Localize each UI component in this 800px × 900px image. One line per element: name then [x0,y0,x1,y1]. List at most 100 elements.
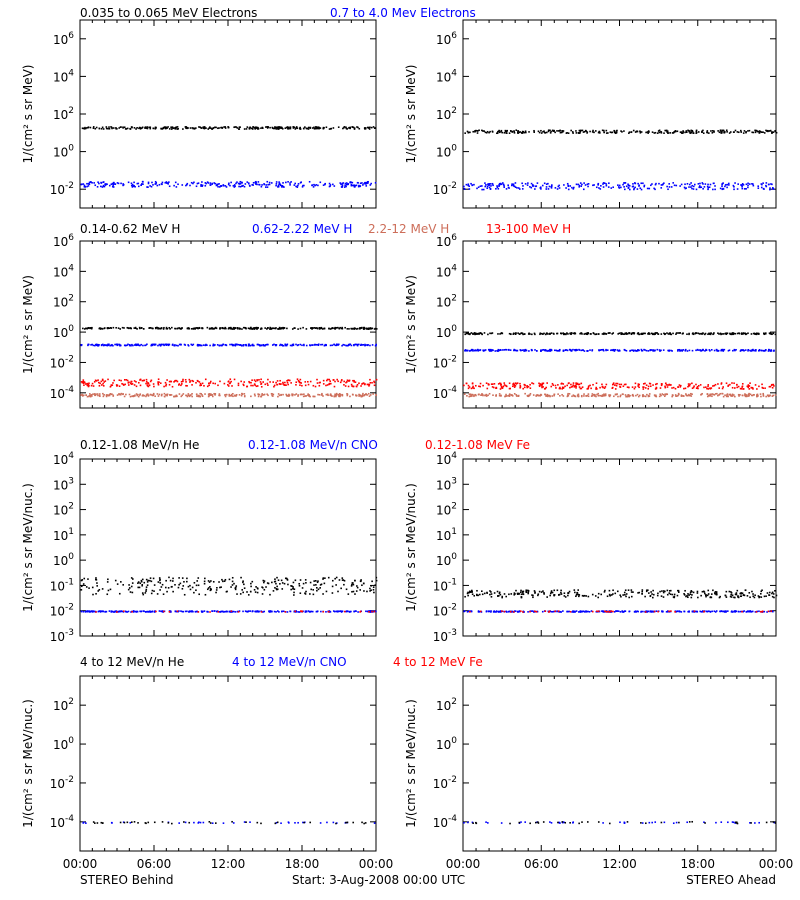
data-point [145,395,147,398]
data-point [105,394,108,397]
data-point [232,610,235,613]
data-point [521,182,523,185]
data-point [136,182,139,185]
data-point [758,348,761,351]
data-point [335,327,338,329]
y-tick-label: 10-3 [50,628,74,644]
data-point [266,382,269,385]
data-point [337,590,339,593]
data-point [92,593,94,596]
data-point [305,344,308,347]
data-point [467,183,470,186]
data-point [314,343,316,346]
data-point [168,343,171,346]
data-point [645,349,648,352]
data-point [714,383,717,386]
data-point [327,610,330,613]
data-point [692,332,694,334]
y-tick-label: 106 [53,233,74,249]
data-point [339,394,341,397]
data-point [276,588,279,591]
data-point [633,332,635,335]
data-point [713,394,716,396]
data-point [197,182,200,184]
data-point [350,183,353,186]
data-point [189,184,191,187]
data-point [771,333,773,336]
data-point [747,332,749,335]
data-point [657,333,659,335]
data-point [236,593,238,595]
data-point [102,128,105,130]
data-point [174,379,177,382]
data-point [355,328,358,330]
data-point [316,382,319,384]
data-point [500,183,503,186]
data-point [756,130,758,132]
data-point [127,343,129,346]
data-point [191,392,193,395]
data-point [165,182,168,184]
data-point [245,128,248,130]
data-point [767,395,770,398]
data-point [268,183,271,186]
data-point [719,187,722,190]
data-point [720,130,722,133]
data-point [586,349,589,352]
data-point [334,327,337,330]
data-point [578,349,581,351]
data-point [252,384,254,387]
data-point [338,327,341,330]
data-point [135,128,137,130]
data-point [315,127,317,130]
data-point [519,333,521,335]
data-point [519,591,522,594]
data-point [672,394,674,397]
data-point [508,332,511,335]
data-point [741,349,743,351]
data-point [137,586,140,589]
data-point [696,386,699,388]
data-point [481,590,483,593]
data-point [500,332,503,334]
data-point [320,583,323,586]
data-point [540,188,542,190]
data-point [575,349,578,351]
data-point [141,183,143,185]
data-point [128,344,131,346]
data-point [497,595,500,597]
data-point [509,349,512,351]
data-point [106,183,108,186]
data-point [329,380,331,382]
data-point [774,394,777,396]
data-point [743,594,746,597]
data-point [251,328,254,330]
data-point [688,594,690,597]
data-point [747,386,750,389]
data-point [99,328,102,330]
data-point [207,182,210,184]
data-point [280,327,282,330]
data-point [198,126,200,128]
data-point [166,327,169,330]
data-point [495,386,498,389]
data-point [603,333,605,336]
data-point [150,379,153,382]
data-point [359,394,362,397]
data-point [589,333,592,335]
data-point [214,344,216,346]
data-point [745,188,747,190]
data-point [302,326,304,329]
data-point [322,395,324,397]
data-point [690,129,693,132]
data-point [653,333,656,336]
data-point [218,344,221,347]
data-point [561,131,564,133]
data-point [630,333,633,336]
data-point [484,185,487,188]
data-point [479,185,482,187]
data-point [205,127,207,129]
data-point [744,349,747,351]
data-point [317,184,319,187]
data-point [164,181,167,184]
